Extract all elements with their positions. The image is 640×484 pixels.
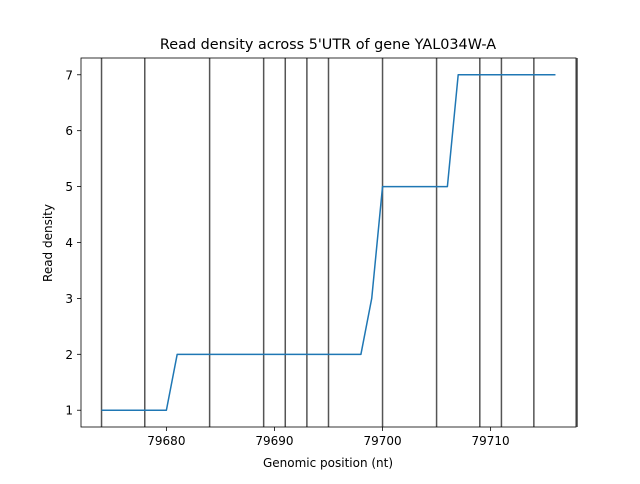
y-tick-label: 1	[65, 404, 73, 418]
y-axis-label: Read density	[41, 204, 55, 282]
x-axis-label: Genomic position (nt)	[263, 456, 393, 470]
chart-title: Read density across 5'UTR of gene YAL034…	[160, 37, 496, 53]
y-tick-label: 7	[65, 68, 73, 82]
y-tick-label: 4	[65, 236, 73, 250]
axes: 79680 79690 79700 79710 1 2 3 4 5 6 7	[65, 57, 577, 448]
x-tick-label: 79710	[472, 434, 510, 448]
series-line-0	[101, 74, 556, 411]
y-tick-label: 6	[65, 124, 73, 138]
x-tick-label: 79680	[147, 434, 185, 448]
x-tick-label: 79700	[363, 434, 401, 448]
vertical-lines	[100, 58, 578, 427]
x-tick-label: 79690	[255, 434, 293, 448]
series-layer	[101, 74, 556, 411]
y-tick-label: 2	[65, 348, 73, 362]
y-tick-label: 5	[65, 180, 73, 194]
y-tick-label: 3	[65, 292, 73, 306]
